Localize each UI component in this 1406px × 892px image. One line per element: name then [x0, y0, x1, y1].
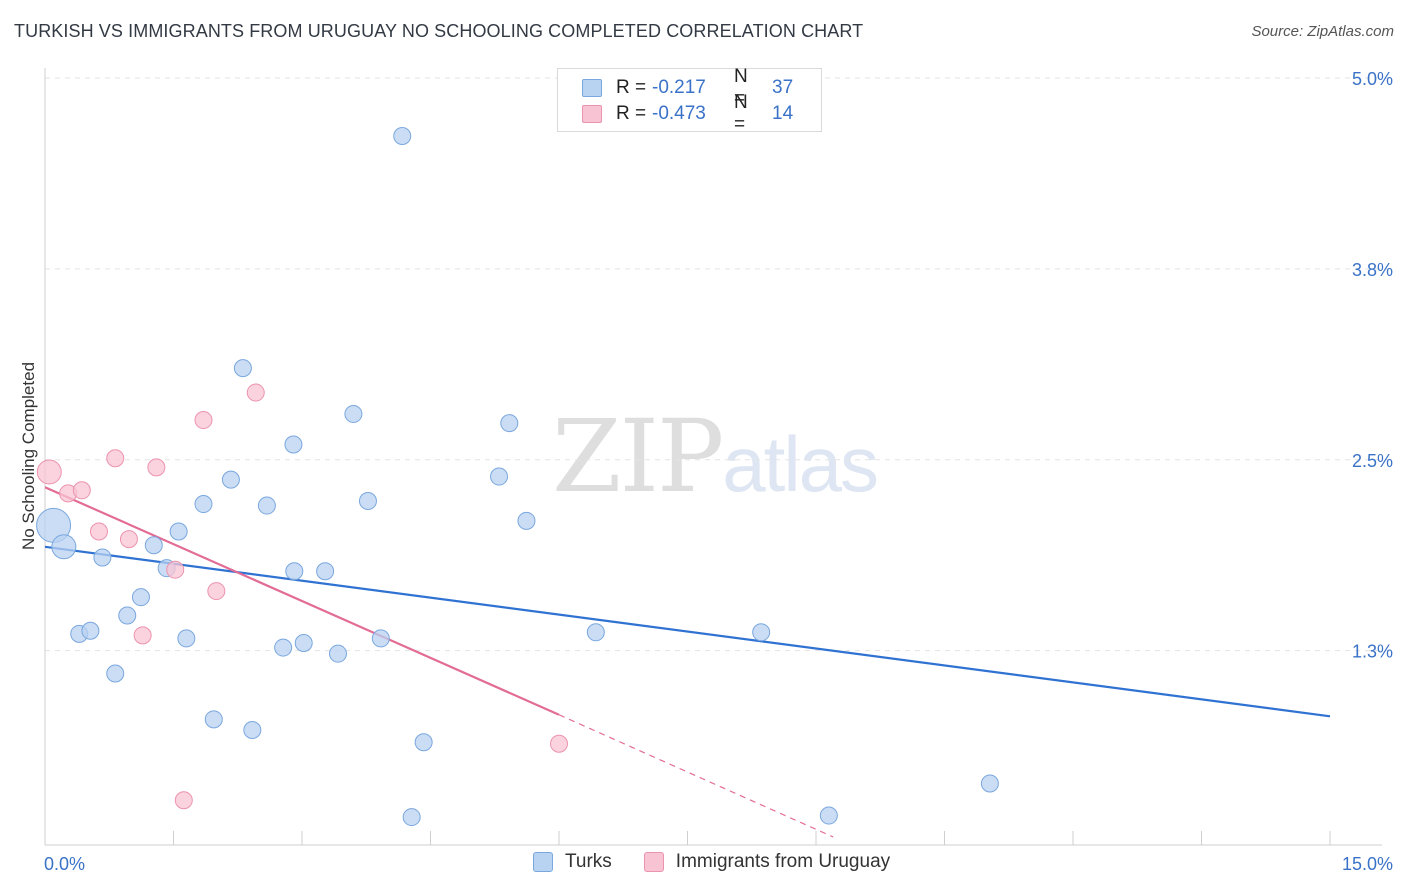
turks-point[interactable]	[819, 806, 838, 825]
uruguay-legend-label: Immigrants from Uruguay	[675, 851, 891, 872]
watermark: ZIPatlas	[552, 398, 879, 515]
n-value: 14	[772, 103, 794, 124]
turks-point[interactable]	[328, 644, 347, 663]
uruguay-trend-extension	[558, 714, 834, 838]
y-axis-label: No Schooling Completed	[19, 362, 38, 550]
uruguay-point[interactable]	[550, 734, 568, 753]
n-label: N =	[734, 66, 748, 109]
uruguay-point[interactable]	[194, 411, 213, 430]
turks-point[interactable]	[51, 534, 77, 560]
trend-layer	[44, 486, 1331, 838]
turks-point[interactable]	[414, 733, 433, 752]
turks-point[interactable]	[144, 536, 163, 555]
turks-point[interactable]	[285, 562, 304, 581]
y-tick-label: 1.3%	[1352, 642, 1393, 662]
turks-point[interactable]	[517, 511, 536, 530]
turks-point[interactable]	[93, 548, 112, 567]
y-tick-label: 3.8%	[1352, 260, 1393, 280]
turks-point[interactable]	[752, 623, 771, 642]
turks-point[interactable]	[371, 629, 390, 648]
turks-point[interactable]	[586, 623, 605, 642]
turks-point[interactable]	[81, 621, 100, 640]
x-tick-label: 15.0%	[1342, 854, 1393, 874]
uruguay-point[interactable]	[207, 582, 226, 601]
legend-item-uruguay[interactable]: Immigrants from Uruguay	[643, 851, 891, 873]
y-tick-label-layer: 1.3% 2.5% 3.8% 5.0%	[1352, 69, 1393, 662]
y-tick-label: 2.5%	[1352, 451, 1393, 471]
series-legend: Turks Immigrants from Uruguay	[533, 851, 922, 873]
uruguay-point[interactable]	[119, 530, 138, 549]
turks-point[interactable]	[402, 808, 421, 827]
uruguay-point[interactable]	[72, 481, 91, 500]
turks-point[interactable]	[204, 710, 223, 729]
turks-point[interactable]	[243, 721, 262, 740]
uruguay-point[interactable]	[246, 383, 265, 402]
r-label: R =	[616, 103, 647, 124]
turks-point[interactable]	[490, 467, 509, 486]
uruguay-point[interactable]	[147, 458, 166, 477]
turks-point[interactable]	[284, 435, 303, 454]
uruguay-legend-swatch	[643, 852, 664, 872]
turks-point[interactable]	[500, 414, 519, 433]
legend-item-turks[interactable]: Turks	[533, 851, 612, 873]
uruguay-point[interactable]	[166, 560, 185, 579]
r-value: -0.473	[652, 103, 706, 124]
n-value: 37	[772, 77, 794, 98]
turks-point[interactable]	[393, 127, 412, 146]
x-tick-label: 0.0%	[44, 854, 85, 874]
turks-trend-line	[44, 545, 1331, 718]
turks-point[interactable]	[106, 664, 125, 683]
uruguay-trend-line	[44, 486, 560, 716]
r-label: R =	[616, 77, 647, 98]
turks-point[interactable]	[358, 491, 377, 510]
turks-point[interactable]	[169, 522, 188, 541]
turks-point[interactable]	[233, 359, 252, 378]
turks-point[interactable]	[194, 495, 213, 514]
turks-swatch	[582, 79, 602, 97]
uruguay-point[interactable]	[106, 449, 125, 468]
stats-legend: R = -0.217 N = 37 R = -0.473 N = 14	[557, 66, 822, 135]
turks-legend-label: Turks	[565, 851, 612, 872]
source-credit: Source: ZipAtlas.com	[1251, 23, 1394, 40]
uruguay-point[interactable]	[36, 459, 62, 485]
watermark-zip: ZIP	[552, 398, 724, 515]
uruguay-point[interactable]	[174, 791, 193, 810]
turks-point[interactable]	[980, 774, 999, 793]
turks-point[interactable]	[118, 606, 137, 625]
turks-point[interactable]	[344, 404, 363, 423]
chart-title: TURKISH VS IMMIGRANTS FROM URUGUAY NO SC…	[14, 21, 864, 41]
legend-row-turks: R = -0.217 N = 37	[582, 66, 794, 109]
uruguay-swatch	[582, 105, 602, 123]
r-value: -0.217	[652, 77, 706, 98]
turks-point[interactable]	[316, 562, 335, 581]
turks-point[interactable]	[274, 638, 293, 657]
turks-point[interactable]	[221, 470, 240, 489]
legend-row-uruguay: R = -0.473 N = 14	[582, 92, 794, 135]
x-tick-label-layer: 0.0% 15.0%	[44, 854, 1393, 874]
turks-point[interactable]	[257, 496, 276, 515]
turks-point[interactable]	[131, 588, 150, 607]
watermark-atlas: atlas	[722, 420, 879, 508]
n-label: N =	[734, 92, 748, 135]
point-layer	[36, 127, 999, 827]
x-tick-layer	[173, 831, 1331, 845]
turks-point[interactable]	[177, 629, 196, 648]
uruguay-point[interactable]	[133, 626, 152, 645]
uruguay-point[interactable]	[89, 522, 108, 541]
y-tick-label: 5.0%	[1352, 69, 1393, 89]
turks-point[interactable]	[294, 633, 313, 652]
turks-legend-swatch	[533, 852, 553, 872]
